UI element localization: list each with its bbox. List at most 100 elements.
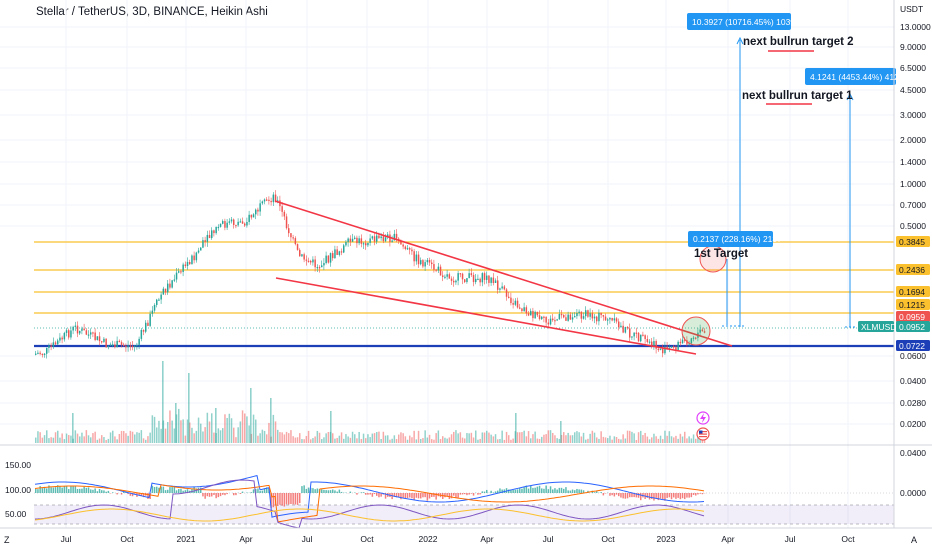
- osc-histogram-bar: [46, 488, 48, 493]
- price-tag-text: 0.1215: [899, 300, 925, 310]
- osc-histogram-bar: [138, 493, 140, 496]
- candle: [461, 273, 464, 280]
- osc-histogram-bar: [415, 493, 418, 498]
- osc-histogram-bar: [646, 493, 649, 498]
- osc-histogram-bar: [626, 493, 629, 499]
- target1-callout[interactable]: 4.1241 (4453.44%) 41241: [805, 68, 909, 85]
- candle: [145, 322, 147, 332]
- oscillator-pane: [34, 474, 894, 529]
- us-flag-icon[interactable]: [696, 427, 710, 441]
- candle: [409, 248, 411, 250]
- volume-bar: [459, 432, 462, 443]
- volume-bar: [116, 439, 118, 443]
- osc-histogram-bar: [349, 491, 352, 493]
- volume-bar: [552, 432, 554, 443]
- volume-bar: [83, 436, 85, 443]
- osc-histogram-bar: [307, 487, 310, 493]
- wedge-upper-trendline[interactable]: [274, 200, 733, 347]
- volume-bar: [237, 427, 239, 443]
- price-tag-text: 0.2436: [899, 265, 925, 275]
- candle: [164, 288, 167, 293]
- candle: [510, 297, 512, 304]
- candle: [332, 253, 334, 259]
- osc-histogram-bar: [404, 493, 407, 499]
- volume-bar: [637, 432, 640, 443]
- osc-histogram-bar: [50, 487, 52, 493]
- candle: [479, 278, 481, 283]
- volume-bar: [367, 434, 369, 443]
- candle: [61, 337, 63, 340]
- volume-bar: [255, 419, 257, 443]
- rsi-line: [34, 479, 705, 529]
- volume-bar: [534, 431, 536, 443]
- osc-histogram-bar: [576, 488, 578, 493]
- volume-bar: [497, 439, 499, 443]
- timezone-toggle[interactable]: Z: [4, 535, 10, 545]
- volume-bar: [200, 423, 202, 443]
- candle: [35, 353, 37, 355]
- volume-bar: [281, 432, 283, 443]
- candle: [426, 260, 429, 263]
- candle: [393, 233, 396, 241]
- candle: [446, 274, 448, 277]
- auto-scale-toggle[interactable]: A: [911, 535, 918, 545]
- volume-bar: [105, 439, 107, 443]
- osc-histogram-bar: [217, 493, 220, 498]
- candle: [472, 275, 475, 283]
- volume-bar: [554, 435, 556, 443]
- candle: [655, 341, 657, 349]
- osc-histogram-bar: [215, 493, 217, 499]
- price-tag: 0.0722: [896, 340, 930, 351]
- volume-bar: [314, 436, 316, 443]
- osc-histogram-bar: [270, 493, 272, 508]
- volume-bar: [673, 437, 675, 443]
- osc-histogram-bar: [431, 493, 433, 498]
- first-target-callout[interactable]: 0.2137 (228.16%) 2137: [688, 231, 782, 247]
- volume-bar: [439, 438, 442, 443]
- volume-bar: [356, 438, 358, 443]
- osc-histogram-bar: [263, 488, 266, 493]
- volume-bar: [695, 438, 697, 443]
- price-axis-tick: 0.7000: [900, 200, 926, 210]
- volume-bar: [378, 431, 380, 443]
- osc-histogram-bar: [651, 493, 653, 499]
- volume-bar: [624, 438, 627, 443]
- price-axis-tick: 6.5000: [900, 63, 926, 73]
- volume-bar: [246, 416, 248, 443]
- lightning-icon[interactable]: [696, 411, 710, 425]
- price-axis-tick: 3.0000: [900, 110, 926, 120]
- volume-bar: [521, 432, 523, 443]
- candle: [420, 260, 422, 265]
- oscillator-axis[interactable]: 0.0400 0.0000: [900, 448, 926, 498]
- osc-histogram-bar: [662, 493, 664, 500]
- osc-histogram-bar: [74, 486, 77, 493]
- candle: [466, 278, 468, 283]
- price-axis[interactable]: 13.0000 9.0000 6.5000 4.5000 3.0000 2.0000 1.4…: [900, 22, 931, 429]
- target2-callout[interactable]: 10.3927 (10716.45%) 103927: [687, 13, 805, 30]
- wedge-lower-trendline[interactable]: [275, 277, 697, 355]
- volume-bar: [523, 430, 525, 443]
- candle: [323, 263, 325, 266]
- price-axis-tick: 1.4000: [900, 157, 926, 167]
- osc-histogram-bar: [428, 493, 431, 499]
- candle: [41, 353, 44, 355]
- candle: [241, 221, 244, 224]
- candle: [664, 346, 666, 354]
- volume-bar: [684, 431, 686, 443]
- candle: [336, 249, 338, 255]
- candle: [105, 338, 107, 348]
- left-axis-tick: 150.00: [5, 460, 31, 470]
- time-axis[interactable]: Jul Oct 2021 Apr Jul Oct 2022 Apr Jul Oct 2023 Apr J…: [61, 534, 856, 544]
- candle: [120, 342, 123, 345]
- candle: [109, 344, 112, 346]
- candle: [356, 237, 358, 244]
- candle: [699, 329, 701, 333]
- osc-histogram-bar: [101, 490, 103, 493]
- candle: [653, 341, 655, 347]
- volume-bar: [499, 438, 501, 443]
- osc-histogram-bar: [611, 493, 613, 496]
- osc-histogram-bar: [167, 489, 169, 493]
- candle: [318, 267, 321, 269]
- osc-histogram-bar: [424, 493, 426, 498]
